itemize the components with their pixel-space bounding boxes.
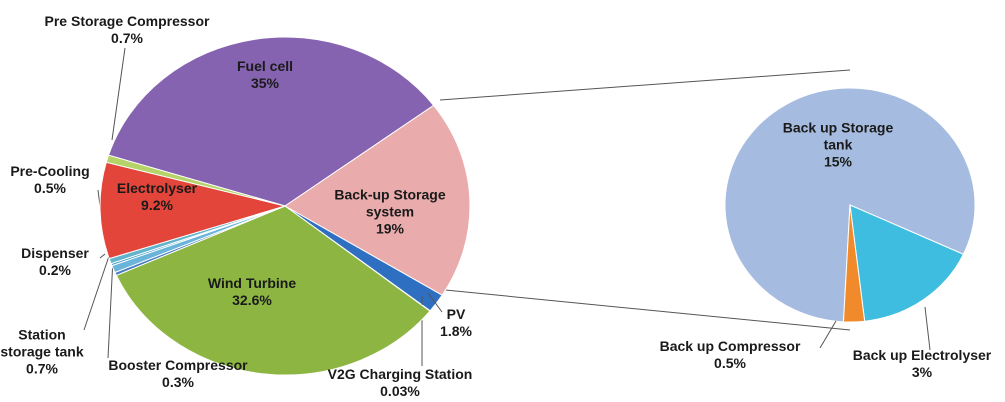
- slice-value: 0.03%: [380, 383, 420, 399]
- slice-value: 35%: [250, 75, 280, 91]
- slice-label: Back up Compressor 0.5%: [645, 338, 815, 372]
- slice-name: Booster Compressor: [108, 357, 248, 373]
- pie-slice: [115, 205, 431, 376]
- pie-slice: [105, 154, 286, 207]
- slice-label: Dispenser 0.2%: [5, 245, 105, 279]
- slice-label: Back up Electrolyser 3%: [837, 347, 1005, 381]
- slice-label: Pre Storage Compressor 0.7%: [0, 13, 257, 47]
- slice-value: 0.7%: [26, 360, 58, 377]
- leader-line: [83, 255, 110, 331]
- slice-label: Pre-Cooling 0.5%: [0, 163, 100, 197]
- slice-value: 0.3%: [162, 374, 194, 390]
- slice-label: PV 1.8%: [426, 306, 486, 340]
- slice-value: 3%: [911, 364, 933, 380]
- connector-line: [439, 69, 851, 101]
- slice-name: PV: [446, 306, 466, 322]
- slice-name: Back up Electrolyser: [852, 347, 992, 363]
- slice-value: 0.2%: [39, 262, 71, 278]
- slice-label: Fuel cell 35%: [205, 58, 325, 92]
- slice-label: Electrolyser 9.2%: [102, 180, 212, 214]
- pie-slice: [99, 161, 287, 260]
- slice-name: Dispenser: [21, 245, 89, 261]
- leader-line: [427, 292, 443, 313]
- slice-value: 32.6%: [232, 292, 272, 308]
- slice-label: Booster Compressor 0.3%: [88, 357, 268, 391]
- pie-slice: [849, 204, 965, 322]
- slice-value: 0.7%: [111, 30, 143, 46]
- slice-name: Pre Storage Compressor: [44, 13, 210, 29]
- leader-line: [111, 47, 126, 141]
- slice-value: 0.5%: [34, 180, 66, 196]
- slice-value: 19%: [375, 220, 405, 237]
- pie-slice: [107, 36, 435, 207]
- slice-value: 1.8%: [440, 323, 472, 339]
- pie-slice: [284, 104, 471, 296]
- slice-value: 9.2%: [141, 197, 173, 213]
- connector-line: [424, 287, 851, 331]
- slice-name: Wind Turbine: [207, 275, 297, 291]
- slice-name: Back up Compressor: [659, 338, 801, 354]
- slice-label: Back-up Storage system 19%: [325, 187, 455, 238]
- slice-label: Station storage tank 0.7%: [0, 327, 85, 378]
- slice-value: 15%: [823, 153, 853, 170]
- slice-name: Pre-Cooling: [10, 163, 90, 179]
- slice-name: Fuel cell: [236, 58, 294, 74]
- pie-slice: [842, 204, 866, 323]
- slice-name: Back up Storage tank: [782, 119, 894, 153]
- slice-value: 0.5%: [714, 355, 746, 371]
- slice-label: Wind Turbine 32.6%: [187, 275, 317, 309]
- slice-label: V2G Charging Station 0.03%: [300, 366, 500, 400]
- slice-name: Back-up Storage system: [334, 186, 446, 220]
- slice-name: V2G Charging Station: [327, 366, 473, 382]
- leader-line: [107, 257, 114, 359]
- leader-line: [924, 306, 931, 351]
- slice-name: Electrolyser: [116, 180, 198, 196]
- slice-name: Station storage tank: [0, 326, 84, 360]
- leader-line: [99, 253, 106, 259]
- leader-line: [819, 320, 837, 349]
- slice-label: Back up Storage tank 15%: [773, 120, 903, 171]
